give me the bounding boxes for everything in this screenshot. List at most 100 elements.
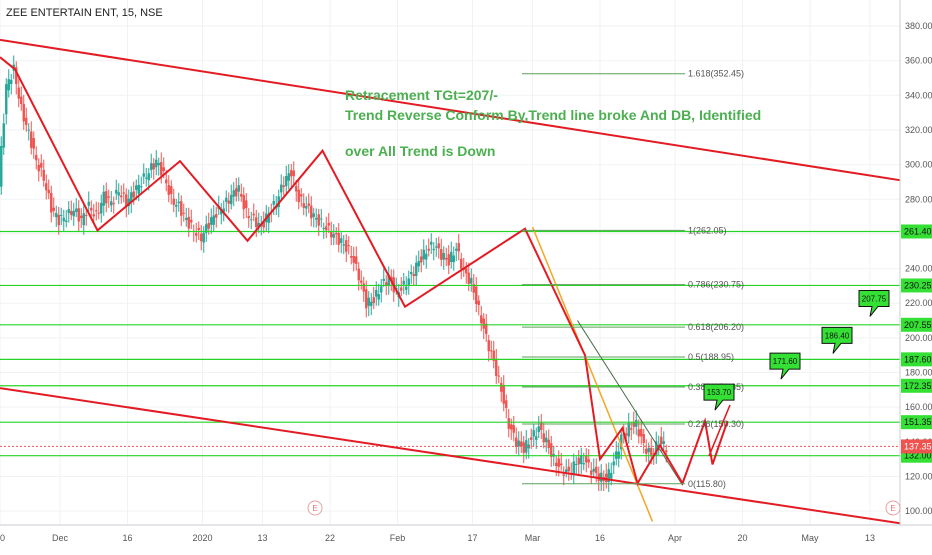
candle-body — [197, 227, 200, 230]
candle-body — [232, 190, 235, 197]
candle-body — [2, 123, 5, 148]
candle-body — [162, 167, 165, 171]
candle-body — [222, 208, 225, 212]
candle-body — [170, 186, 173, 195]
candle-body — [40, 162, 43, 168]
channel-trendline — [0, 38, 901, 182]
candle-body — [312, 213, 315, 217]
candle-body — [237, 185, 240, 192]
candle-body — [92, 214, 95, 217]
candle-body — [127, 198, 130, 207]
fib-level-label: 0.5(188.95) — [688, 352, 734, 362]
candle-body — [50, 192, 53, 213]
candle-body — [140, 186, 143, 188]
trendline-orange — [531, 226, 654, 522]
time-axis-bg — [0, 525, 932, 550]
price-tick-label: 160.00 — [905, 402, 932, 412]
candle-body — [422, 249, 425, 260]
annotations: Retracement TGt=207/- Trend Reverse Confo… — [345, 87, 890, 457]
time-tick-label: 16 — [595, 533, 605, 543]
candle-body — [665, 450, 668, 453]
candle-body — [335, 232, 338, 235]
level-badge — [901, 415, 932, 430]
candle-body — [475, 286, 478, 304]
candle-body — [540, 422, 543, 430]
candle-body — [610, 472, 613, 479]
candle-body — [25, 117, 28, 126]
candle-body — [320, 218, 323, 220]
candle-body — [482, 318, 485, 329]
candle-body — [347, 245, 350, 247]
fib-level-label: 0.786(230.75) — [688, 280, 744, 290]
candle-body — [0, 145, 3, 187]
candle-body — [230, 194, 233, 205]
candle-body — [370, 301, 373, 307]
time-axis[interactable]: 20 Dec 16 2020 13 22 Feb 17 Mar 16 Apr 20 May 13 E E — [0, 500, 932, 550]
candle-body — [105, 191, 108, 204]
candle-body — [110, 201, 113, 206]
candle-body — [67, 209, 70, 214]
candle-body — [412, 274, 415, 277]
candle-body — [207, 222, 210, 229]
time-tick-label: Dec — [52, 533, 69, 543]
candle-body — [620, 434, 623, 450]
candle-body — [57, 214, 60, 226]
candle-body — [387, 274, 390, 286]
price-axis[interactable]: 100.00120.00140.00160.00180.00200.00220.… — [899, 0, 932, 525]
candle-body — [142, 173, 145, 177]
candle-body — [77, 208, 80, 222]
earnings-marker-letter: E — [890, 504, 895, 513]
candle-body — [430, 241, 433, 245]
candle-body — [172, 198, 175, 205]
price-axis-bg — [900, 0, 932, 525]
candle-body — [605, 473, 608, 483]
candle-body — [220, 210, 223, 215]
candle-body — [577, 457, 580, 465]
candle-body — [177, 201, 180, 204]
candle-body — [45, 183, 48, 191]
price-tick-label: 280.00 — [905, 194, 932, 204]
fib-level-label: 0.618(206.20) — [688, 322, 744, 332]
candle-body — [525, 440, 528, 453]
target-callout-label: 153.70 — [707, 388, 732, 397]
candle-body — [542, 433, 545, 443]
fib-level-label: 1(262.05) — [688, 225, 727, 235]
candle-body — [65, 220, 68, 223]
candle-body — [325, 226, 328, 231]
candle-body — [515, 437, 518, 448]
candle-body — [567, 466, 570, 472]
candle-body — [377, 294, 380, 300]
time-tick-label: 13 — [865, 533, 875, 543]
target-callout — [769, 352, 801, 380]
candle-body — [470, 277, 473, 284]
candle-body — [405, 286, 408, 290]
annotation-text: Retracement TGt=207/- — [345, 87, 498, 103]
candle-body — [375, 289, 378, 297]
candle-body — [85, 215, 88, 217]
candle-body — [477, 300, 480, 305]
price-tick-label: 180.00 — [905, 368, 932, 378]
candle-body — [640, 429, 643, 437]
candle-body — [225, 197, 228, 202]
candle-body — [195, 233, 198, 236]
candle-body — [252, 213, 255, 216]
candle-body — [497, 375, 500, 377]
candle-body — [595, 466, 598, 474]
time-tick-label: Apr — [668, 533, 682, 543]
time-tick-label: 20 — [0, 533, 5, 543]
candle-body — [490, 350, 493, 352]
candle-body — [82, 213, 85, 226]
candle-body — [432, 248, 435, 251]
candle-body — [330, 231, 333, 238]
candle-body — [102, 191, 105, 206]
candle-body — [625, 433, 628, 436]
candle-body — [317, 214, 320, 226]
candle-body — [340, 238, 343, 243]
candle-body — [115, 189, 118, 194]
candle-body — [367, 297, 370, 306]
candle-body — [507, 418, 510, 429]
candle-body — [152, 163, 155, 170]
candle-body — [62, 217, 65, 222]
